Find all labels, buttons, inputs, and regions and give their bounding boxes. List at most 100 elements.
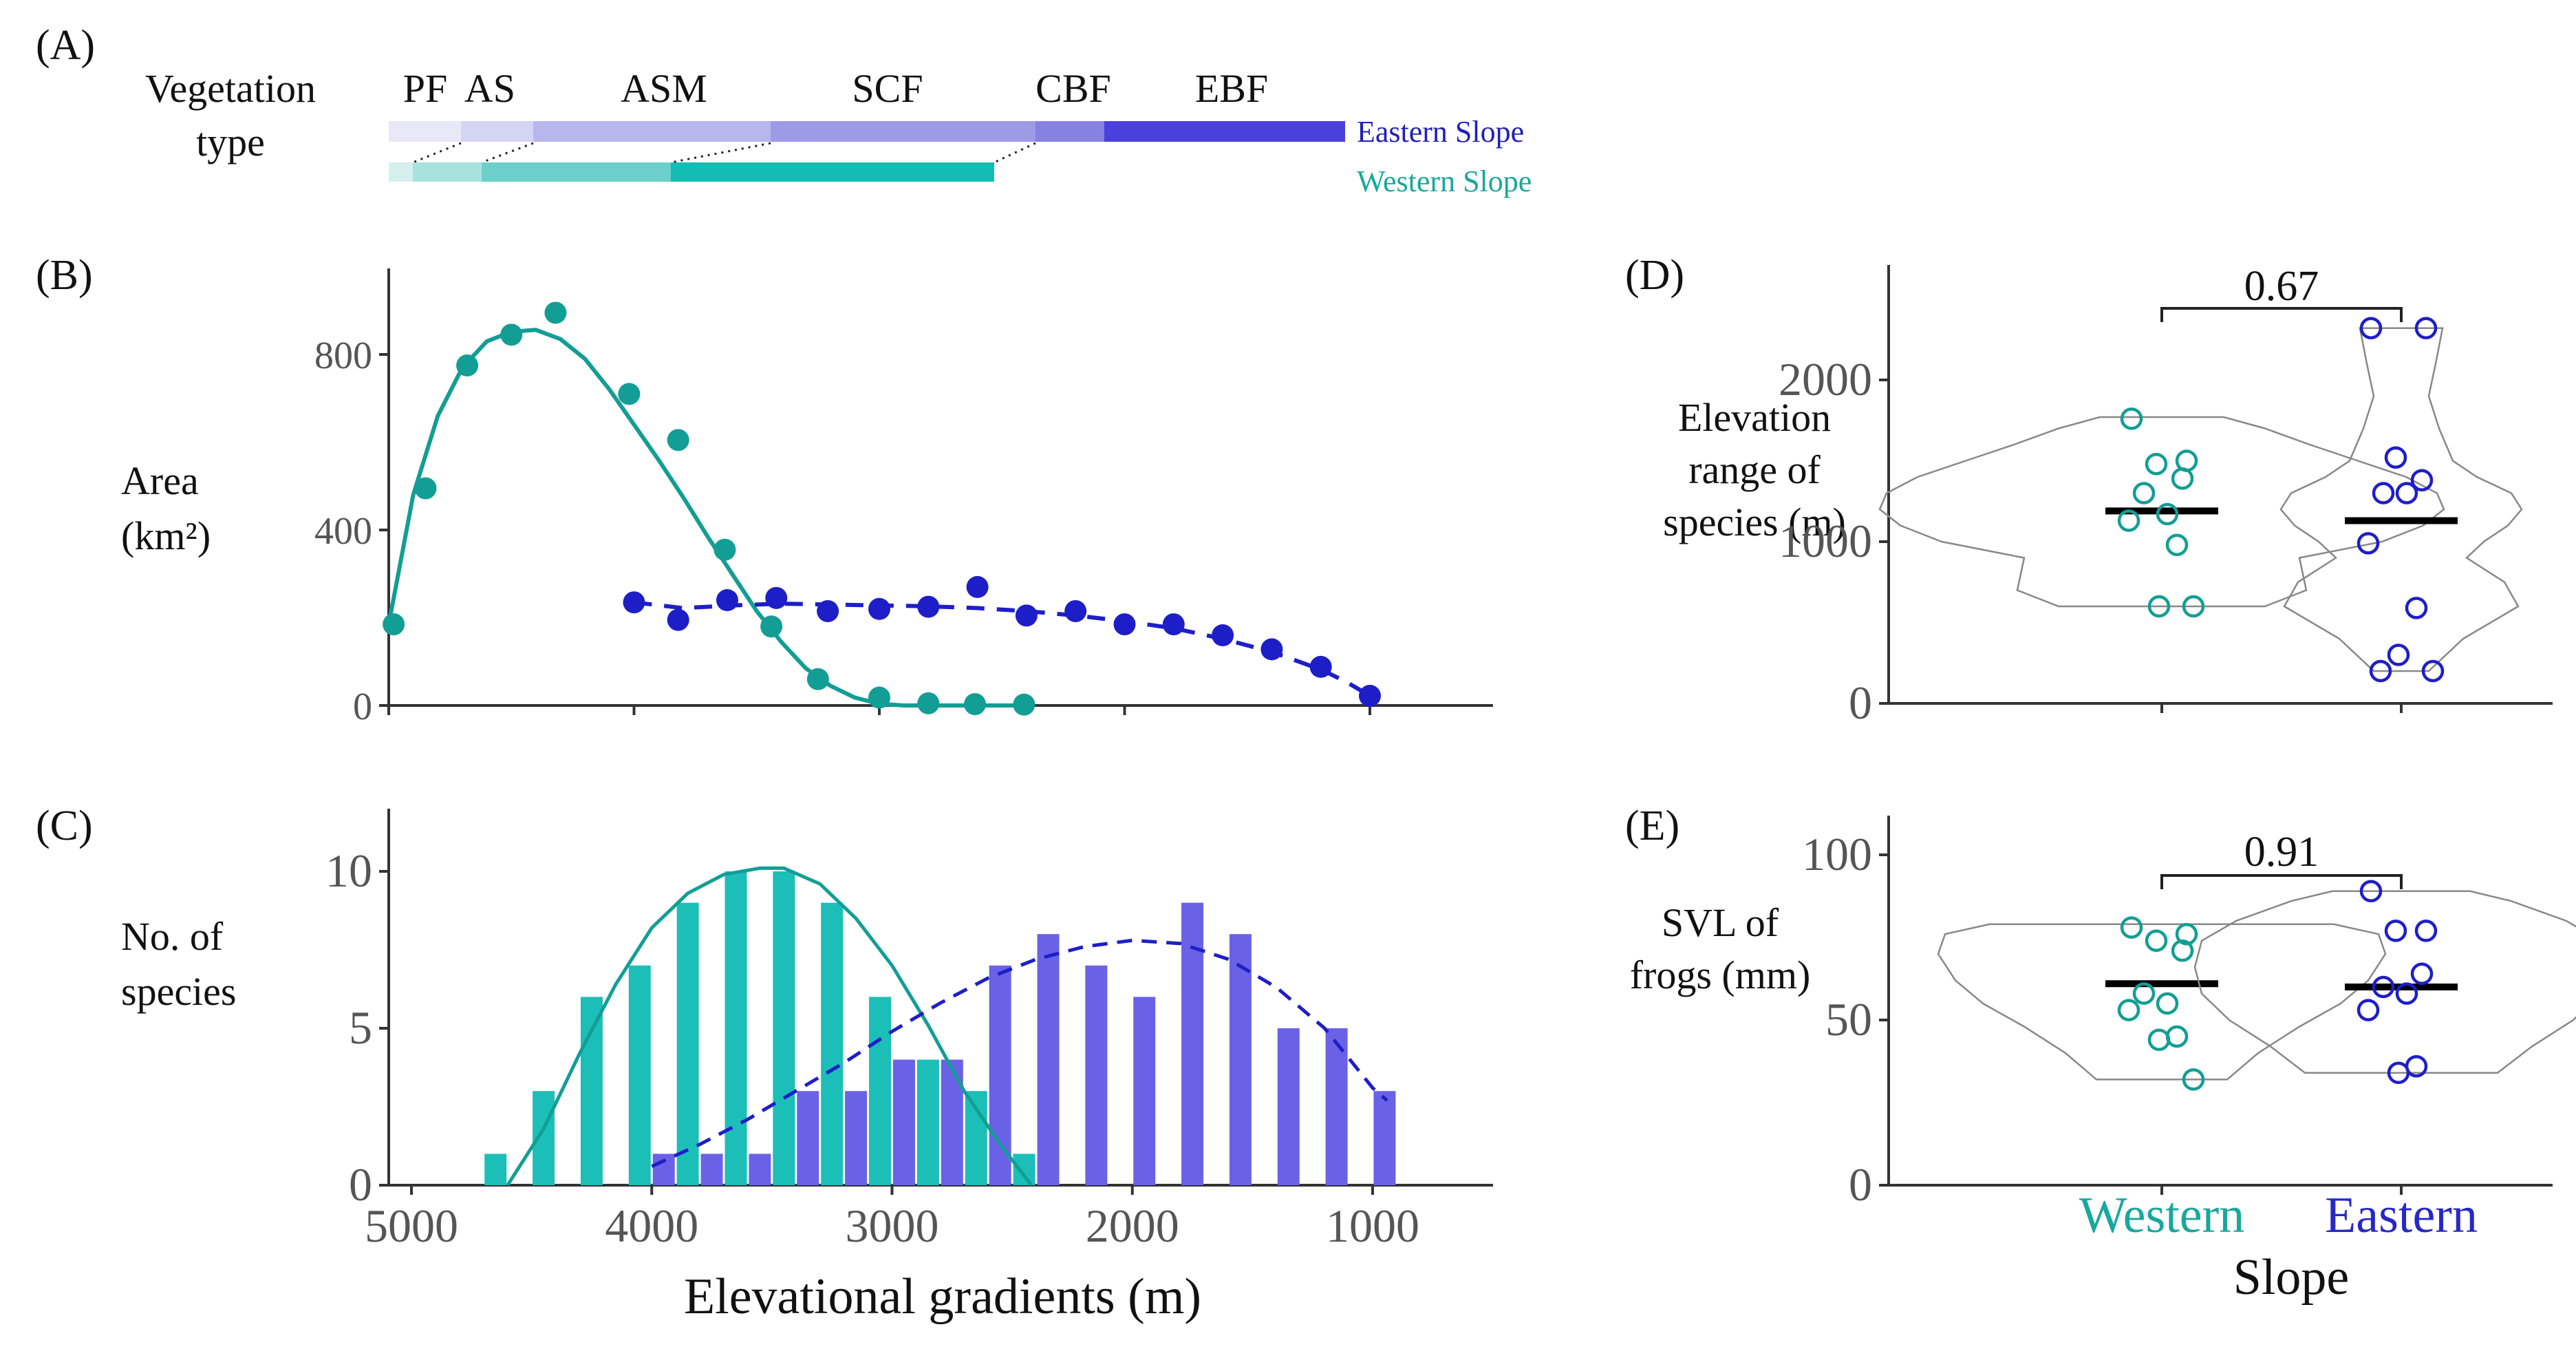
panel-d-marks: 0.67 (1878, 263, 2523, 683)
panel-d-y-tick-label: 1000 (1779, 515, 1872, 567)
western-area-point (383, 613, 405, 636)
panel-e-axes: 0 50 100 (1802, 816, 2553, 1211)
panel-c-x-tick-label: 2000 (1086, 1200, 1179, 1252)
veg-type-pf: PF (403, 66, 448, 111)
eastern-area-point (1113, 613, 1136, 636)
panel-c-axes: 0 5 10 5000 4000 3000 2000 1000 (325, 809, 1493, 1252)
western-area-fit-line (387, 328, 1022, 708)
eastern-species-bar (1181, 902, 1204, 1185)
eastern-species-bar (941, 1059, 963, 1185)
eastern-point (2357, 532, 2380, 555)
eastern-point (2395, 482, 2418, 504)
panel-c-x-tick-label: 3000 (846, 1200, 939, 1252)
western-point (2145, 452, 2168, 476)
elev-label-line3: species (m) (1663, 500, 1846, 544)
western-point (2117, 509, 2140, 532)
western-area-point (964, 693, 987, 716)
western-species-bar (916, 1059, 939, 1185)
species-label-line2: species (121, 969, 237, 1014)
eastern-area-point (966, 575, 989, 598)
eastern-species-bar (1037, 934, 1060, 1185)
p-value-label: 0.91 (2244, 829, 2319, 875)
eastern-point (2410, 962, 2434, 986)
panel-d-axes: 0 1000 2000 (1779, 265, 2553, 729)
veg-type-scf: SCF (852, 66, 923, 111)
eastern-species-bar (1325, 1028, 1348, 1185)
connector-scf-cbf (994, 142, 1036, 164)
western-area-point (868, 686, 890, 709)
eastern-area-point (1015, 604, 1038, 627)
western-point (2175, 922, 2198, 946)
panel-d-y-tick-label: 0 (1849, 677, 1872, 729)
western-species-bar (628, 965, 651, 1185)
west-seg-scf (671, 162, 994, 182)
east-seg-asm (533, 121, 771, 142)
panel-e-y-tick-label: 0 (1849, 1158, 1872, 1211)
eastern-point (2410, 469, 2434, 491)
eastern-area-point (623, 591, 645, 614)
eastern-area-point (765, 586, 788, 609)
panel-c: (C) No. of species 0 5 10 5000 4000 3000 2000 1… (36, 803, 1493, 1325)
veg-type-ebf: EBF (1195, 66, 1268, 111)
panel-b-axes: 0 400 800 (314, 268, 1493, 728)
western-area-point (500, 323, 523, 346)
eastern-area-point (716, 589, 738, 611)
panel-e-y-tick-label: 50 (1825, 993, 1872, 1045)
panel-d-label: (D) (1625, 252, 1684, 299)
western-point (2165, 533, 2189, 556)
eastern-species-bar (749, 1154, 771, 1185)
panel-a-label: (A) (36, 22, 95, 69)
western-area-point (806, 668, 829, 690)
eastern-species-bar (652, 1154, 675, 1185)
panel-e-label: (E) (1625, 803, 1679, 849)
western-point (2175, 449, 2198, 472)
connector-asm-scf (670, 142, 771, 164)
panel-c-y-tick-label: 10 (325, 845, 372, 897)
eastern-point (2387, 1061, 2410, 1085)
western-point (2147, 595, 2171, 618)
veg-type-asm: ASM (621, 66, 707, 111)
panel-e-marks: 0.91 (1937, 829, 2576, 1091)
area-label-line1: Area (121, 458, 199, 503)
western-area-point (414, 477, 437, 500)
veg-type-cbf: CBF (1035, 66, 1111, 111)
western-area-point (760, 615, 783, 638)
western-area-point (618, 383, 641, 405)
p-value-bracket (2160, 307, 2403, 322)
eastern-species-bar (845, 1091, 868, 1185)
western-point (2132, 982, 2156, 1005)
panel-b-marks (383, 301, 1381, 716)
eastern-species-fit-line (651, 938, 1388, 1168)
eastern-point (2359, 317, 2383, 340)
eastern-species-bar (1133, 997, 1156, 1185)
p-value-label: 0.67 (2244, 263, 2319, 310)
eastern-species-bar (1373, 1091, 1396, 1185)
panel-c-marks (484, 866, 1396, 1187)
eastern-violin (2193, 890, 2576, 1074)
eastern-species-bar (1277, 1028, 1300, 1185)
eastern-area-point (868, 597, 890, 620)
western-point (2145, 929, 2168, 953)
eastern-area-point (917, 595, 940, 618)
east-seg-as (461, 121, 533, 142)
eastern-slope-label: Eastern Slope (1357, 115, 1524, 149)
connector-as-asm (481, 142, 534, 164)
eastern-point (2414, 920, 2438, 942)
western-point (2132, 482, 2156, 504)
eastern-area-point (817, 599, 839, 622)
eastern-point (2369, 659, 2392, 683)
area-label-line2: (km²) (121, 513, 211, 558)
elev-label-line1: Elevation (1678, 395, 1831, 440)
western-point (2156, 502, 2179, 526)
east-seg-ebf (1104, 121, 1345, 142)
eastern-area-point (1309, 655, 1332, 678)
svl-label-line1: SVL of (1662, 900, 1779, 945)
veg-title-line2: type (196, 120, 265, 164)
eastern-species-bar (989, 965, 1011, 1185)
east-seg-cbf (1035, 121, 1104, 142)
x-axis-title-slope: Slope (2233, 1249, 2350, 1306)
eastern-area-point (1212, 624, 1234, 646)
west-seg-as (413, 162, 482, 182)
panel-a: (A) Vegetation type PF AS ASM SCF CBF EB… (36, 22, 1532, 198)
